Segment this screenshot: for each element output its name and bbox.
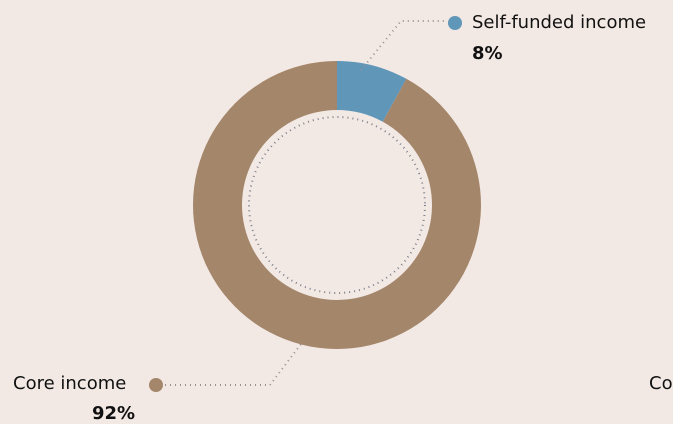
partial-label-right: Co (649, 373, 673, 394)
value-core-income: 92% (92, 403, 136, 424)
label-self-funded-income: Self-funded income (472, 12, 647, 33)
leader-line-core-income (165, 343, 302, 386)
leader-line-self-funded-income (360, 20, 445, 71)
legend-dot-self-funded-income (448, 16, 462, 30)
label-core-income: Core income (13, 373, 127, 394)
inner-dotted-ring (248, 116, 426, 294)
legend-dot-core-income (149, 378, 163, 392)
slice-core-income (193, 61, 482, 349)
slice-self-funded-income (337, 61, 407, 122)
value-self-funded-income: 8% (472, 43, 503, 64)
